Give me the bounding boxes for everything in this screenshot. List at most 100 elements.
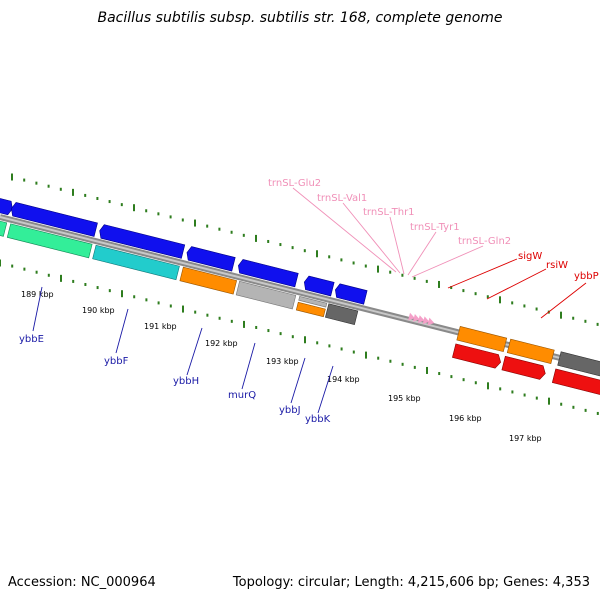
gene-label-ybbP[interactable]: ybbP <box>574 271 599 282</box>
trna-arrow-thr1[interactable] <box>417 315 426 324</box>
major-tick <box>560 311 562 319</box>
minor-tick <box>535 396 538 400</box>
gene-arrow-sigW[interactable] <box>452 343 502 369</box>
minor-tick <box>169 304 172 308</box>
major-tick <box>316 250 318 258</box>
minor-tick <box>218 227 221 231</box>
major-tick <box>72 188 74 196</box>
gene-arrow-gray-thin[interactable] <box>298 296 328 308</box>
minor-tick <box>47 184 50 188</box>
gene-arrow-ybbK[interactable] <box>334 283 368 305</box>
minor-tick <box>535 307 538 311</box>
trna-arrow-tyr1[interactable] <box>422 316 431 325</box>
feature-track <box>0 194 600 396</box>
gene-arrow-orange-1[interactable] <box>179 266 238 295</box>
gene-arrow-darkgray-2[interactable] <box>557 351 600 382</box>
minor-tick <box>108 200 111 204</box>
minor-tick <box>328 344 331 348</box>
minor-tick <box>413 276 416 280</box>
gene-arrow-orange-4[interactable] <box>506 338 555 364</box>
minor-tick <box>584 319 587 323</box>
kbp-label: 191 kbp <box>144 322 177 331</box>
major-tick <box>365 351 367 359</box>
gene-arrow-ybbE[interactable] <box>10 202 98 237</box>
trna-arrow-glu2[interactable] <box>408 312 416 322</box>
minor-tick <box>230 319 233 323</box>
minor-tick <box>425 279 428 283</box>
trna-arrow-val1[interactable] <box>412 313 421 323</box>
minor-tick <box>389 359 392 363</box>
kbp-label: 192 kbp <box>205 339 238 348</box>
gene-arrow-blue[interactable] <box>0 194 14 216</box>
trna-label-gln2[interactable]: trnSL-Gln2 <box>458 236 511 247</box>
minor-tick <box>108 289 111 293</box>
minor-tick <box>340 347 343 351</box>
minor-tick <box>267 329 270 333</box>
minor-tick <box>572 316 575 320</box>
minor-tick <box>352 261 355 265</box>
minor-tick <box>364 264 367 268</box>
minor-tick <box>523 304 526 308</box>
trna-label-val1[interactable]: trnSL-Val1 <box>317 193 367 204</box>
gene-label-ybbH[interactable]: ybbH <box>173 376 199 387</box>
minor-tick <box>596 411 599 415</box>
minor-tick <box>401 273 404 277</box>
major-tick <box>194 219 196 227</box>
minor-tick <box>462 289 465 293</box>
minor-tick <box>523 393 526 397</box>
minor-tick <box>169 215 172 219</box>
gene-arrow-ybbP[interactable] <box>551 368 600 396</box>
minor-tick <box>267 239 270 243</box>
gene-arrow-orange-2[interactable] <box>295 301 326 318</box>
gene-label-ybbJ[interactable]: ybbJ <box>279 405 301 416</box>
gene-arrow-ybbH[interactable] <box>185 246 236 272</box>
gene-arrow-ybbF[interactable] <box>98 224 186 259</box>
gene-arrow-green-left[interactable] <box>0 215 8 237</box>
gene-arrow-murQ[interactable] <box>237 259 299 288</box>
trna-label-tyr1[interactable]: trnSL-Tyr1 <box>410 222 460 233</box>
minor-tick <box>206 224 209 228</box>
minor-tick <box>291 246 294 250</box>
gene-arrow-ybbJ[interactable] <box>303 275 335 297</box>
minor-tick <box>157 301 160 305</box>
genome-summary-text: Topology: circular; Length: 4,215,606 bp… <box>232 575 590 590</box>
major-tick <box>377 265 379 273</box>
minor-tick <box>145 298 148 302</box>
gene-arrow-green[interactable] <box>6 223 93 259</box>
minor-tick <box>35 270 38 274</box>
trna-arrow-gln2[interactable] <box>427 317 435 327</box>
minor-tick <box>316 341 319 345</box>
gene-label-sigW[interactable]: sigW <box>518 251 542 262</box>
major-tick <box>426 366 428 374</box>
accession-text: Accession: NC_000964 <box>8 575 156 590</box>
gene-arrow-cyan[interactable] <box>92 244 180 281</box>
minor-tick <box>450 286 453 290</box>
kbp-label: 197 kbp <box>509 434 542 443</box>
minor-tick <box>291 335 294 339</box>
kbp-label: 195 kbp <box>388 394 421 403</box>
gene-arrow-rsiW[interactable] <box>501 355 547 380</box>
minor-tick <box>499 387 502 391</box>
gene-label-murQ[interactable]: murQ <box>228 390 256 401</box>
minor-tick <box>438 372 441 376</box>
trna-label-thr1[interactable]: trnSL-Thr1 <box>363 207 415 218</box>
minor-tick <box>72 279 75 283</box>
gene-label-ybbE[interactable]: ybbE <box>19 334 44 345</box>
major-tick <box>304 336 306 344</box>
gene-label-ybbK[interactable]: ybbK <box>305 414 331 425</box>
major-tick <box>182 305 184 313</box>
gene-arrow-darkgray-1[interactable] <box>325 303 359 325</box>
tick-track-top <box>11 173 599 326</box>
gene-arrow-orange-3[interactable] <box>456 326 508 353</box>
major-tick <box>548 397 550 405</box>
trna-label-glu2[interactable]: trnSL-Glu2 <box>268 178 321 189</box>
tick-track-bottom <box>0 259 599 415</box>
major-tick <box>243 320 245 328</box>
minor-tick <box>11 264 14 268</box>
minor-tick <box>596 322 599 326</box>
gene-label-ybbF[interactable]: ybbF <box>104 356 129 367</box>
minor-tick <box>377 356 380 360</box>
minor-tick <box>328 255 331 259</box>
gene-label-rsiW[interactable]: rsiW <box>546 260 568 271</box>
gene-arrow-gray[interactable] <box>235 280 297 310</box>
